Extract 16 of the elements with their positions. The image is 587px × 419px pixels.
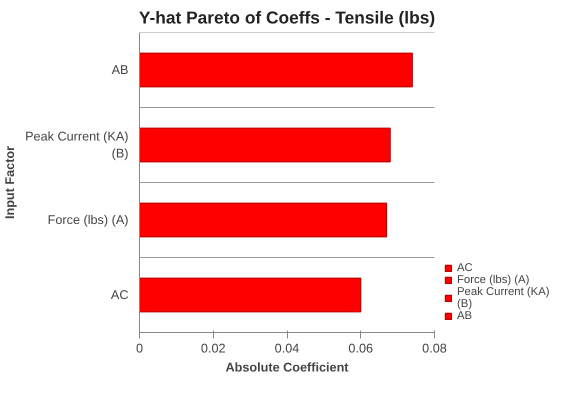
x-tick-label: 0.08 — [422, 342, 447, 356]
y-tick-label: AC — [110, 288, 129, 302]
legend-label: AC — [457, 262, 474, 274]
x-tick-label: 0.06 — [348, 342, 374, 356]
legend-label: AB — [457, 310, 474, 322]
y-tick-label: AB — [112, 63, 129, 77]
x-tick-label: 0.04 — [274, 342, 300, 356]
x-axis-title: Absolute Coefficient — [225, 360, 350, 374]
legend-label: Force (lbs) (A) — [457, 274, 530, 286]
chart-title: Y-hat Pareto of Coeffs - Tensile (lbs) — [138, 8, 436, 28]
y-tick-label: Peak Current (KA) (B) — [25, 130, 129, 160]
legend-label: Peak Current (KA) (B) — [457, 286, 550, 310]
y-tick-label: Force (lbs) (A) — [48, 213, 129, 227]
x-tick-label: 0 — [136, 342, 144, 356]
y-axis-title: Input Factor — [3, 146, 18, 220]
x-tick-label: 0.02 — [200, 342, 226, 356]
